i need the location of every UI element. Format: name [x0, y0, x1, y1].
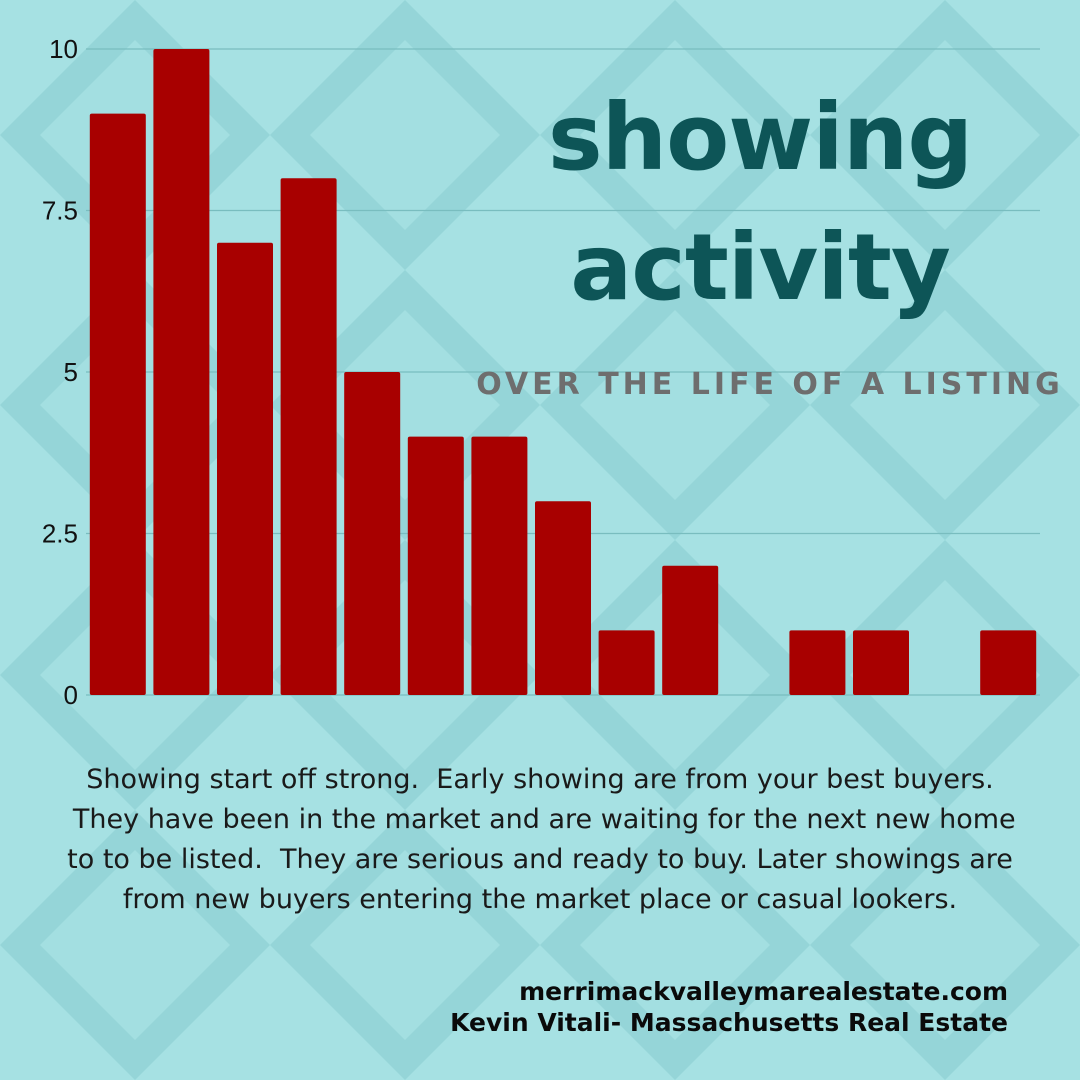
chart-title-line1: showing [547, 84, 973, 191]
chart-title-line2: activity [570, 214, 951, 321]
description-line: Showing start off strong. Early showing … [86, 764, 994, 795]
description-line: from new buyers entering the market plac… [122, 884, 958, 915]
description-line: to to be listed. They are serious and re… [67, 844, 1013, 875]
y-axis-ticks: 0 2.5 5 7.5 10 [42, 34, 78, 710]
y-tick-label: 2.5 [42, 519, 78, 549]
y-tick-label: 5 [64, 357, 78, 387]
bar-13 [853, 630, 909, 695]
bar-3 [217, 242, 273, 696]
showing-activity-bar-chart: 0 2.5 5 7.5 10 [42, 34, 1040, 710]
bar-15 [980, 630, 1037, 695]
bar-6 [407, 436, 464, 695]
y-tick-label: 0 [64, 680, 78, 710]
description-text: Showing start off strong. Early showing … [30, 760, 1050, 920]
chart-subtitle: OVER THE LIFE OF A LISTING [476, 367, 1064, 402]
website-link[interactable]: merrimackvalleymarealestate.com [519, 977, 1008, 1006]
bar-4 [280, 178, 337, 695]
bar-12 [789, 630, 846, 695]
bar-7 [471, 436, 528, 695]
bar-9 [598, 630, 655, 695]
y-tick-label: 10 [49, 34, 78, 64]
bar-2 [153, 49, 210, 695]
bar-8 [535, 501, 591, 695]
bar-10 [662, 565, 719, 695]
bar-1 [89, 113, 146, 696]
bars [89, 49, 1037, 696]
author-credit: Kevin Vitali- Massachusetts Real Estate [450, 1008, 1008, 1037]
bar-5 [344, 372, 401, 695]
y-tick-label: 7.5 [42, 196, 78, 226]
footer: merrimackvalleymarealestate.com Kevin Vi… [450, 976, 1008, 1038]
description-line: They have been in the market and are wai… [64, 804, 1016, 835]
